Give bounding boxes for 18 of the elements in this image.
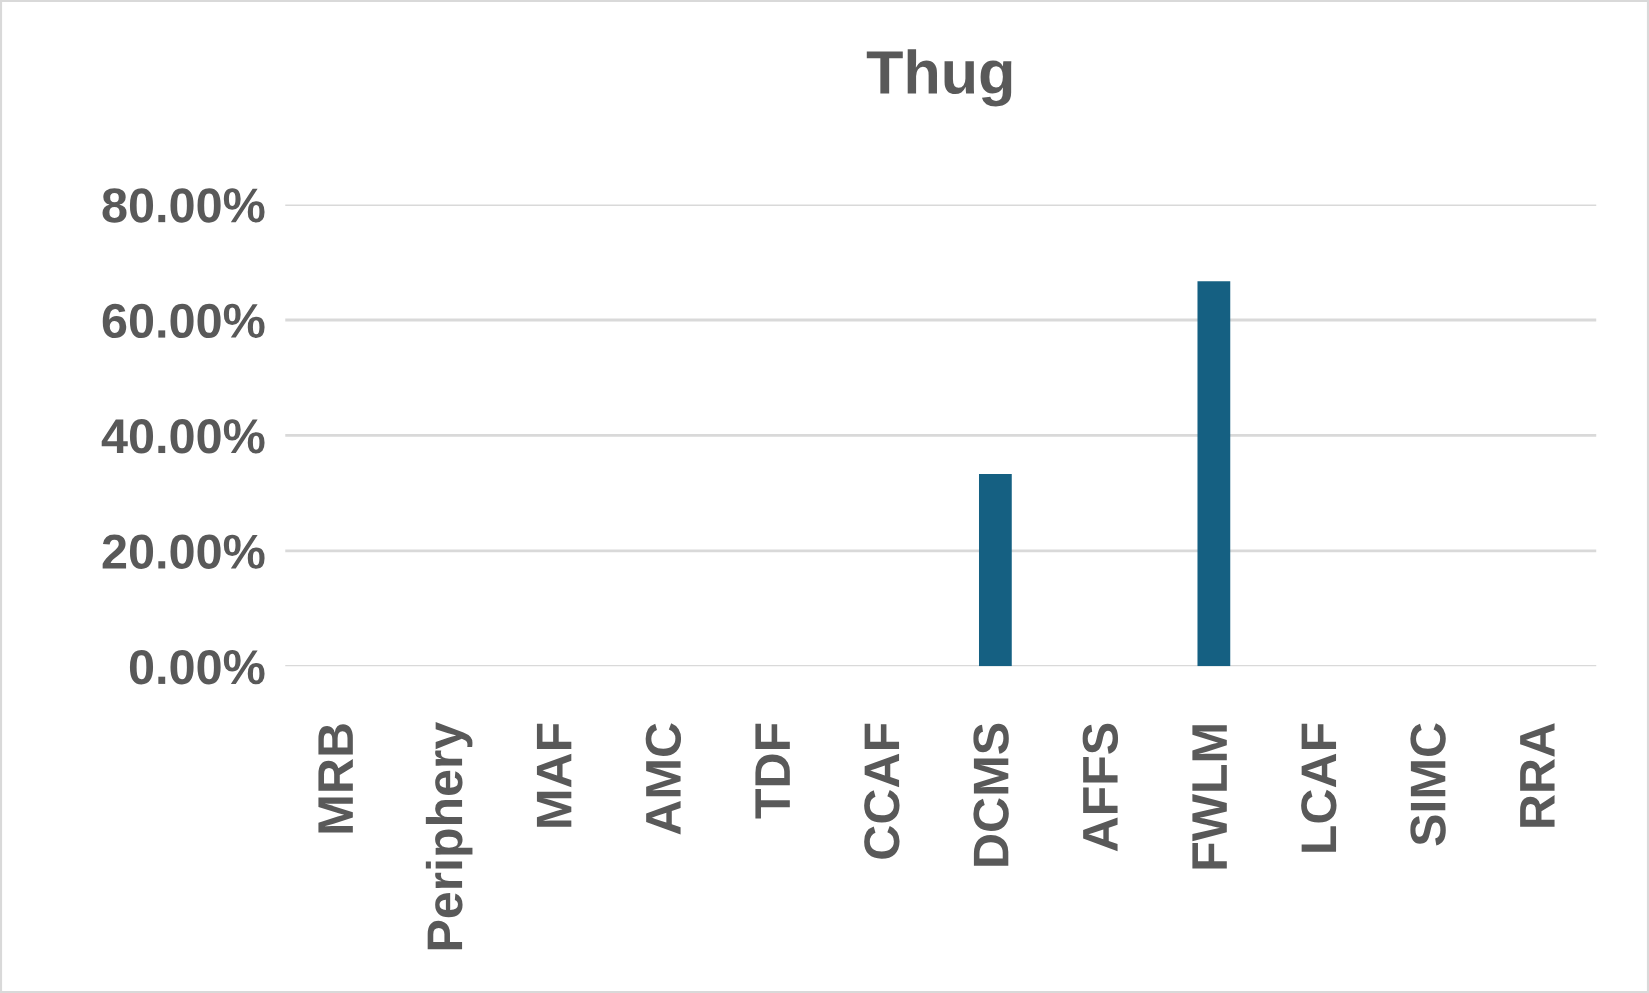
- x-tick-label: DCMS: [973, 723, 1009, 866]
- x-tick-label: RRA: [1520, 723, 1555, 827]
- x-tick-label: AFFS: [1082, 723, 1119, 852]
- x-tick-label: CCAF: [864, 723, 900, 859]
- y-tick-label: 0.00%: [129, 649, 265, 685]
- x-tick-label: FWLM: [1192, 725, 1227, 869]
- x-tick-label: AMC: [645, 723, 682, 835]
- y-tick-label: 80.00%: [102, 188, 265, 223]
- x-tick-label: LCAF: [1301, 723, 1337, 852]
- x-tick-label: SIMC: [1410, 723, 1446, 846]
- x-tick-label: MAF: [536, 723, 572, 827]
- x-tick-label: MRB: [318, 724, 353, 833]
- x-tick-label: TDF: [755, 723, 790, 819]
- y-tick-label: 60.00%: [102, 303, 265, 339]
- y-tick-label: 20.00%: [102, 534, 265, 569]
- x-tick-label: Periphery: [425, 722, 473, 950]
- chart-title: Thug: [866, 49, 1012, 107]
- y-tick-label: 40.00%: [101, 419, 265, 454]
